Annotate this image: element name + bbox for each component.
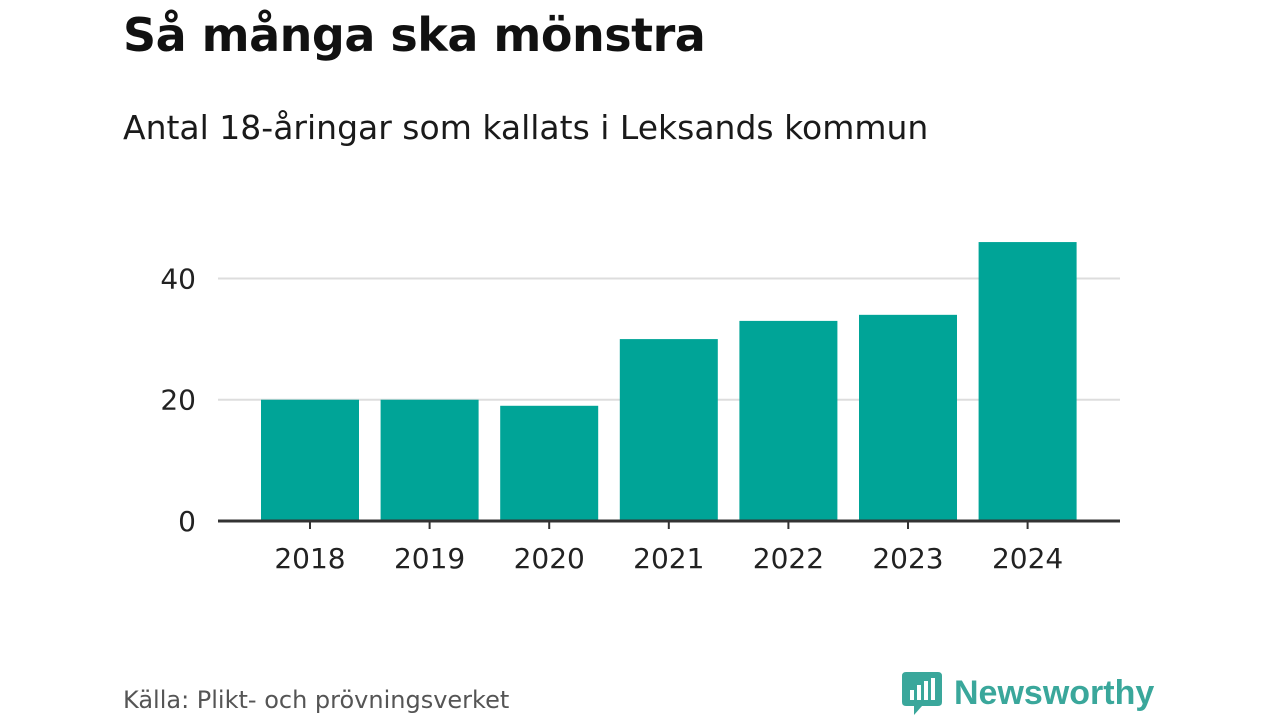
- bar-2024: [978, 242, 1077, 521]
- x-tick-label: 2019: [394, 542, 465, 575]
- brand-name: Newsworthy: [954, 673, 1155, 712]
- bar-2023: [859, 314, 957, 521]
- bar-2020: [500, 405, 599, 521]
- bar-2019: [380, 399, 479, 521]
- x-tick-label: 2022: [753, 542, 824, 575]
- brand-logo: Newsworthy: [902, 670, 1154, 716]
- x-tick-label: 2023: [872, 542, 943, 575]
- newsworthy-logo-icon: [902, 672, 942, 715]
- bar-2018: [261, 399, 359, 521]
- y-tick-label: 20: [160, 384, 196, 417]
- chart-title: Så många ska mönstra: [123, 8, 706, 62]
- bar-2022: [739, 320, 838, 521]
- x-tick-label: 2018: [274, 542, 345, 575]
- x-tick-label: 2024: [992, 542, 1063, 575]
- chart-subtitle: Antal 18-åringar som kallats i Leksands …: [123, 108, 929, 147]
- source-note: Källa: Plikt- och prövningsverket: [123, 686, 510, 714]
- bars: [261, 242, 1077, 521]
- bar-2021: [619, 339, 718, 521]
- y-tick-label: 0: [178, 505, 196, 538]
- axes: 0 20 40 2018 2019 2020 2021 2022 2023 2024: [160, 262, 1120, 575]
- y-tick-label: 40: [160, 262, 196, 295]
- x-tick-label: 2021: [633, 542, 704, 575]
- bar-chart: 0 20 40 2018 2019 2020 2021 2022 2023 2024: [160, 242, 1120, 575]
- x-tick-label: 2020: [514, 542, 585, 575]
